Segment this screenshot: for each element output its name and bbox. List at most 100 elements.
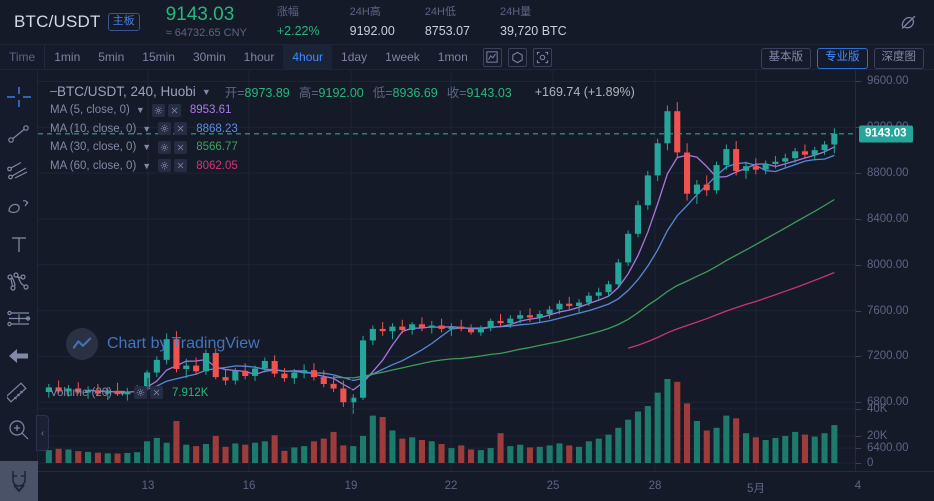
pattern-tool[interactable]	[2, 263, 36, 300]
ohlc-key: 开=	[224, 86, 245, 100]
view-button-深度图[interactable]: 深度图	[873, 48, 924, 69]
price-axis-label: 7600.00	[867, 304, 909, 317]
stat-label: 24H低	[424, 6, 456, 19]
zoom-in-tool[interactable]	[2, 411, 36, 448]
timeframe-1mon[interactable]: 1mon	[437, 50, 468, 64]
legend-change: +169.74 (+1.89%)	[534, 84, 635, 99]
timeframe-1min[interactable]: 1min	[54, 50, 81, 64]
symbol-block[interactable]: BTC/USDT 主板	[14, 12, 140, 32]
toolbar-icon-group	[482, 45, 552, 69]
ohlc-key: 收=	[446, 86, 467, 100]
ma-chevron-down-icon[interactable]: ▼	[142, 142, 152, 153]
eye-slash-icon[interactable]	[898, 12, 920, 34]
board-badge: 主板	[107, 13, 140, 31]
price-chart-canvas[interactable]: Chart by TradingView	[38, 70, 855, 471]
ma-row-3[interactable]: MA (60, close, 0) ▼ 8062.05	[50, 157, 635, 176]
stat-label: 涨幅	[276, 6, 299, 19]
ma-chevron-down-icon[interactable]: ▼	[142, 123, 152, 134]
time-axis-label: 16	[242, 480, 256, 492]
chevron-down-icon[interactable]: ▼	[201, 86, 211, 97]
timeframe-5min[interactable]: 5min	[98, 50, 125, 64]
stat-value: 8753.07	[424, 23, 470, 38]
volume-close-icon[interactable]	[149, 386, 163, 399]
ma-legend-list: MA (5, close, 0) ▼ 8953.61 MA (10, close, 0…	[50, 101, 635, 175]
text-tool[interactable]	[2, 226, 36, 263]
price-axis-label: 8000.00	[867, 258, 909, 271]
timeframe-4hour[interactable]: 4hour	[283, 45, 333, 69]
timeframe-15min[interactable]: 15min	[142, 50, 175, 64]
ma-row-0[interactable]: MA (5, close, 0) ▼ 8953.61	[50, 101, 635, 120]
timeframe-1week[interactable]: 1week	[385, 50, 420, 64]
view-mode-group: 基本版 专业版 深度图	[760, 48, 924, 69]
magnet-tool[interactable]	[0, 461, 38, 501]
volume-tick	[856, 408, 861, 410]
ma-close-icon[interactable]	[167, 103, 181, 117]
volume-settings-gear-icon[interactable]	[133, 386, 147, 399]
price-axis-label: 8400.00	[867, 212, 909, 225]
timeframe-toolbar: Time 1min 5min 15min 30min 1hour 4hour 1day 1we…	[0, 45, 934, 70]
stat-1: 24H高 9192.00	[350, 6, 395, 37]
ohlc-value: 9143.03	[466, 86, 512, 100]
price-axis-label: 6800.00	[867, 396, 909, 409]
volume-legend: Volume (20) ▼ 7.912K	[50, 386, 208, 399]
ma-close-icon[interactable]	[174, 140, 188, 154]
trend-line-tool[interactable]	[2, 115, 36, 152]
ma-settings-gear-icon[interactable]	[158, 122, 172, 136]
time-axis[interactable]: 13 16 19 22 25 28 5月 4	[38, 471, 934, 501]
price-axis[interactable]: 9600.009200.008800.008400.008000.007600.…	[855, 70, 934, 471]
timeframe-1hour[interactable]: 1hour	[243, 50, 275, 64]
ruler-tool[interactable]	[2, 374, 36, 411]
position-tool[interactable]	[2, 300, 36, 337]
ma-label: MA (5, close, 0)	[50, 104, 130, 117]
stat-label: 24H量	[500, 6, 532, 19]
price-axis-label: 8800.00	[867, 167, 909, 180]
legend-title-row[interactable]: BTC/USDT, 240, Huobi ▼ 开=8973.89 高=9192.0…	[50, 82, 635, 101]
ma-settings-gear-icon[interactable]	[151, 103, 165, 117]
ma-row-1[interactable]: MA (10, close, 0) ▼ 8868.23	[50, 120, 635, 139]
ma-chevron-down-icon[interactable]: ▼	[135, 105, 145, 116]
indicator-chart-icon[interactable]	[482, 47, 502, 67]
ma-close-icon[interactable]	[174, 159, 188, 173]
brush-tool[interactable]	[2, 189, 36, 226]
ma-close-icon[interactable]	[174, 122, 188, 136]
time-axis-label: 19	[344, 480, 358, 492]
stat-3: 24H量 39,720 BTC	[500, 6, 567, 37]
volume-label: Volume (20)	[50, 386, 113, 399]
ma-settings-gear-icon[interactable]	[158, 140, 172, 154]
view-button-基本版[interactable]: 基本版	[760, 48, 811, 69]
timeframe-30min[interactable]: 30min	[192, 50, 226, 64]
price-tick	[856, 218, 861, 220]
tradingview-mountain-icon	[66, 328, 98, 360]
page-title: BTC/USDT	[14, 12, 101, 31]
current-price-badge: 9143.03	[859, 125, 913, 143]
header-bar: BTC/USDT 主板 9143.03 ≈ 64732.65 CNY 涨幅 +2.…	[0, 0, 934, 45]
last-price: 9143.03	[165, 3, 235, 25]
collapse-icon[interactable]	[50, 91, 57, 92]
ma-value: 8062.05	[196, 159, 238, 172]
stat-value: 39,720 BTC	[500, 23, 567, 38]
price-axis-label: 9600.00	[867, 75, 909, 88]
fib-lines-tool[interactable]	[2, 152, 36, 189]
volume-chevron-down-icon[interactable]: ▼	[118, 387, 127, 398]
snapshot-icon[interactable]	[532, 47, 552, 67]
volume-svg	[38, 378, 855, 471]
volume-value: 7.912K	[171, 386, 209, 399]
stat-0: 涨幅 +2.22%	[277, 6, 320, 37]
view-button-专业版[interactable]: 专业版	[817, 48, 868, 69]
volume-panel[interactable]	[38, 378, 855, 471]
arrow-left-tool[interactable]	[2, 337, 36, 374]
crosshair-tool[interactable]	[2, 78, 36, 115]
timeframe-1day[interactable]: 1day	[341, 50, 368, 64]
ohlc-key: 高=	[298, 86, 319, 100]
ma-settings-gear-icon[interactable]	[158, 159, 172, 173]
panel-collapse-handle[interactable]: ‹	[36, 415, 49, 451]
price-tick	[856, 402, 861, 404]
chart-legend: BTC/USDT, 240, Huobi ▼ 开=8973.89 高=9192.0…	[50, 82, 635, 175]
time-axis-label: 28	[648, 480, 662, 492]
time-axis-label: 13	[141, 480, 155, 492]
ma-label: MA (10, close, 0)	[50, 122, 137, 135]
settings-hexagon-icon[interactable]	[507, 47, 527, 67]
ma-value: 8868.23	[196, 122, 238, 135]
ma-row-2[interactable]: MA (30, close, 0) ▼ 8566.77	[50, 138, 635, 157]
ma-chevron-down-icon[interactable]: ▼	[142, 160, 152, 171]
